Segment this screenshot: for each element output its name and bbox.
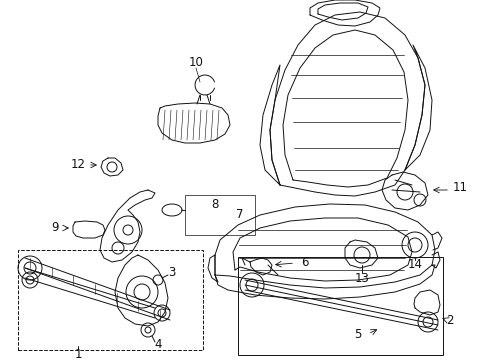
- Text: 13: 13: [354, 271, 368, 284]
- Text: 5: 5: [354, 328, 361, 342]
- Text: 11: 11: [451, 181, 467, 194]
- Text: 8: 8: [211, 198, 218, 211]
- Text: 9: 9: [51, 221, 59, 234]
- Text: 7: 7: [236, 208, 243, 221]
- Bar: [184, 195, 254, 235]
- Bar: [18, 250, 203, 350]
- Text: 1: 1: [74, 347, 81, 360]
- Text: 4: 4: [154, 338, 162, 351]
- Text: 6: 6: [301, 256, 308, 269]
- Text: 2: 2: [446, 314, 453, 327]
- Text: 10: 10: [188, 55, 203, 68]
- Bar: [238, 257, 442, 355]
- Text: 14: 14: [407, 258, 422, 271]
- Text: 12: 12: [70, 158, 85, 171]
- Text: 3: 3: [168, 265, 175, 279]
